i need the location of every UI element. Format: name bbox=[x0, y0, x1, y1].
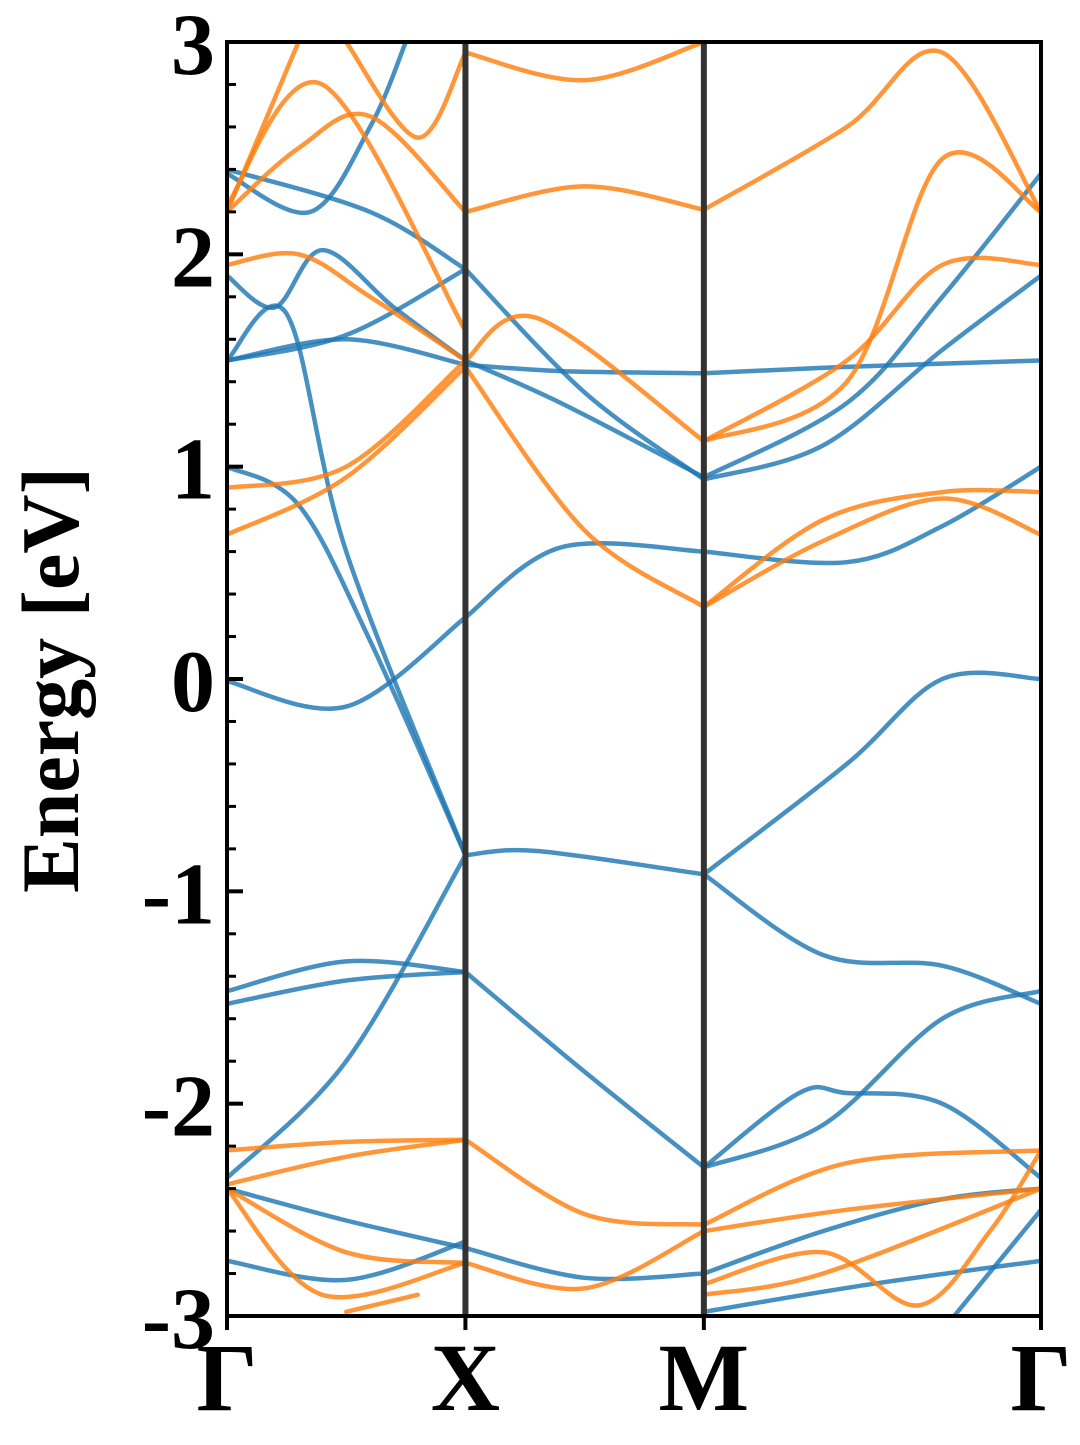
y-tick-label: -2 bbox=[142, 1059, 215, 1156]
band-line-series-1-27 bbox=[227, 1239, 468, 1283]
band-line-series-1-23 bbox=[701, 872, 1041, 1007]
bands-layer bbox=[227, 42, 1041, 1316]
band-line-series-2-1 bbox=[227, 364, 468, 537]
band-line-series-1-25 bbox=[227, 852, 468, 1181]
band-line-series-1-5 bbox=[463, 847, 707, 877]
x-tick-label: X bbox=[431, 1324, 500, 1431]
band-line-series-1-22 bbox=[701, 988, 1041, 1170]
y-tick-label: -1 bbox=[142, 846, 215, 943]
y-tick-label: -3 bbox=[142, 1271, 215, 1368]
band-line-series-1-24 bbox=[701, 1084, 1041, 1181]
band-line-series-1-17 bbox=[701, 171, 1041, 480]
band-line-series-2-26 bbox=[343, 1292, 420, 1315]
band-line-series-1-13 bbox=[701, 273, 1041, 482]
band-line-series-1-21 bbox=[463, 969, 707, 1170]
y-tick-label: 0 bbox=[171, 634, 215, 731]
band-line-series-1-31 bbox=[951, 1207, 1041, 1316]
band-line-series-2-14 bbox=[343, 42, 468, 140]
band-line-series-2-5 bbox=[701, 496, 1041, 610]
band-line-series-1-10 bbox=[701, 358, 1041, 376]
band-line-series-1-19 bbox=[227, 958, 468, 994]
band-line-series-1-26 bbox=[227, 1186, 468, 1251]
band-line-series-2-17 bbox=[227, 1137, 468, 1153]
band-line-series-1-28 bbox=[463, 1245, 707, 1282]
band-line-series-2-11 bbox=[701, 48, 1041, 215]
band-line-series-2-9 bbox=[227, 111, 468, 215]
band-line-series-2-23 bbox=[701, 1186, 1041, 1234]
band-line-series-1-3 bbox=[701, 464, 1041, 566]
y-axis-tick-labels: -3 -2 -1 0 1 2 3 bbox=[142, 0, 215, 1368]
y-tick-label: 3 bbox=[171, 0, 215, 94]
band-line-series-1-1 bbox=[227, 615, 468, 711]
band-line-series-1-11 bbox=[227, 167, 468, 272]
band-line-series-1-8 bbox=[227, 337, 468, 367]
band-line-series-2-12 bbox=[227, 79, 468, 334]
band-line-series-1-7 bbox=[227, 303, 468, 858]
x-tick-label: M bbox=[659, 1324, 750, 1431]
high-symmetry-lines bbox=[462, 42, 707, 1316]
band-line-series-2-24 bbox=[227, 1186, 468, 1300]
x-tick-label: Γ bbox=[1010, 1324, 1071, 1431]
band-line-series-1-20 bbox=[227, 969, 468, 1007]
band-line-series-1-18 bbox=[227, 42, 409, 216]
band-line-series-2-13 bbox=[227, 42, 301, 215]
band-line-series-2-16 bbox=[701, 150, 1041, 444]
y-tick-label: 2 bbox=[171, 209, 215, 306]
band-line-series-1-6 bbox=[701, 670, 1041, 877]
band-line-series-2-15 bbox=[463, 42, 707, 83]
band-line-series-1-4 bbox=[227, 464, 468, 858]
band-line-series-2-8 bbox=[701, 255, 1041, 444]
band-line-series-1-15 bbox=[227, 247, 468, 363]
band-line-series-2-10 bbox=[463, 184, 707, 215]
y-axis-label: Energy [eV] bbox=[5, 467, 96, 893]
y-tick-label: 1 bbox=[171, 422, 215, 519]
band-line-series-2-7 bbox=[463, 313, 707, 444]
band-line-series-2-19 bbox=[463, 1137, 707, 1227]
band-line-series-1-14 bbox=[227, 266, 468, 363]
band-line-series-1-9 bbox=[463, 362, 707, 376]
plot-frame bbox=[225, 40, 1043, 1318]
band-line-series-2-25 bbox=[701, 1148, 1041, 1308]
band-line-series-2-2 bbox=[227, 358, 468, 491]
band-line-series-1-16 bbox=[463, 358, 707, 480]
band-line-series-2-3 bbox=[463, 364, 707, 610]
band-line-series-2-18 bbox=[227, 1137, 468, 1187]
band-line-series-2-27 bbox=[701, 1186, 1041, 1298]
band-line-series-2-20 bbox=[701, 1148, 1041, 1227]
band-line-series-2-21 bbox=[227, 1186, 468, 1266]
band-line-series-1-30 bbox=[701, 1258, 1041, 1315]
band-line-series-2-6 bbox=[227, 250, 468, 363]
band-line-series-1-2 bbox=[463, 541, 707, 620]
band-line-series-2-4 bbox=[701, 487, 1041, 610]
band-line-series-2-22 bbox=[463, 1228, 707, 1292]
y-axis-ticks bbox=[227, 40, 243, 1318]
x-tick-label: Γ bbox=[196, 1324, 257, 1431]
band-line-series-1-12 bbox=[463, 266, 707, 482]
